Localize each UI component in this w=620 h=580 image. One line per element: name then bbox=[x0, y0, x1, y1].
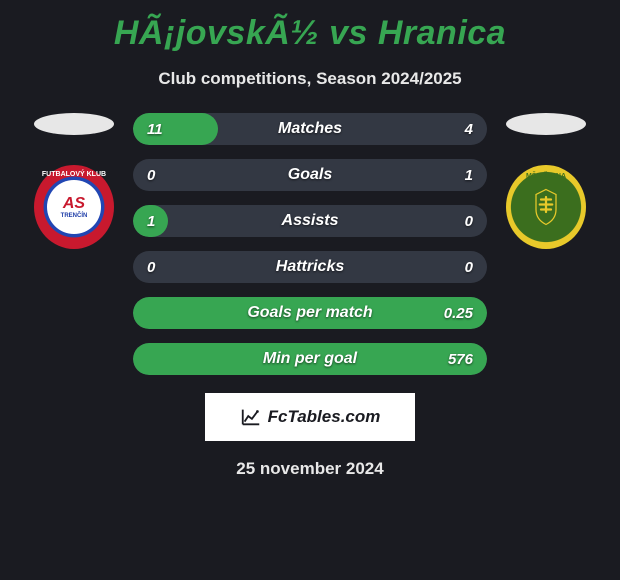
stat-value-left: 1 bbox=[147, 213, 155, 230]
stat-bar: 0 Goals 1 bbox=[133, 159, 487, 191]
stat-bar: 1 Assists 0 bbox=[133, 205, 487, 237]
stat-label: Goals bbox=[288, 166, 332, 184]
stats-bars: 11Matches40Goals11Assists00Hattricks0Goa… bbox=[133, 113, 487, 375]
left-club-inner: AS TRENČÍN bbox=[47, 180, 101, 234]
page-title: HÃ¡jovskÃ½ vs Hranica bbox=[10, 14, 610, 53]
stat-value-left: 11 bbox=[147, 121, 163, 138]
stat-label: Min per goal bbox=[263, 350, 357, 368]
stat-value-left: 0 bbox=[147, 167, 155, 184]
stat-label: Goals per match bbox=[247, 304, 372, 322]
right-player-column: MŠK ŽILINA bbox=[501, 113, 591, 249]
stat-value-right: 0.25 bbox=[444, 305, 473, 322]
stat-value-right: 0 bbox=[465, 259, 473, 276]
right-player-avatar-placeholder bbox=[506, 113, 586, 135]
fctables-brand: FcTables.com bbox=[205, 393, 415, 441]
stat-label: Hattricks bbox=[276, 258, 344, 276]
stat-label: Matches bbox=[278, 120, 342, 138]
right-club-logo: MŠK ŽILINA bbox=[506, 165, 586, 249]
chart-icon bbox=[240, 406, 262, 428]
stat-value-right: 1 bbox=[465, 167, 473, 184]
left-player-avatar-placeholder bbox=[34, 113, 114, 135]
right-club-crest-icon bbox=[531, 187, 561, 227]
stat-value-right: 576 bbox=[448, 351, 473, 368]
stat-value-left: 0 bbox=[147, 259, 155, 276]
brand-text: FcTables.com bbox=[268, 407, 381, 427]
comparison-content: FUTBALOVÝ KLUB AS TRENČÍN 11Matches40Goa… bbox=[10, 113, 610, 375]
stat-value-right: 0 bbox=[465, 213, 473, 230]
left-club-logo: FUTBALOVÝ KLUB AS TRENČÍN bbox=[34, 165, 114, 249]
stat-bar: 0 Hattricks 0 bbox=[133, 251, 487, 283]
left-player-column: FUTBALOVÝ KLUB AS TRENČÍN bbox=[29, 113, 119, 249]
stat-bar: 11 Matches 4 bbox=[133, 113, 487, 145]
left-club-top-text: FUTBALOVÝ KLUB bbox=[42, 171, 106, 179]
snapshot-date: 25 november 2024 bbox=[10, 459, 610, 479]
right-club-text: MŠK ŽILINA bbox=[526, 173, 566, 181]
stat-bar-fill-left bbox=[133, 113, 218, 145]
stat-value-right: 4 bbox=[465, 121, 473, 138]
stat-label: Assists bbox=[282, 212, 339, 230]
season-subtitle: Club competitions, Season 2024/2025 bbox=[10, 69, 610, 89]
stat-bar: Min per goal 576 bbox=[133, 343, 487, 375]
stat-bar: Goals per match 0.25 bbox=[133, 297, 487, 329]
